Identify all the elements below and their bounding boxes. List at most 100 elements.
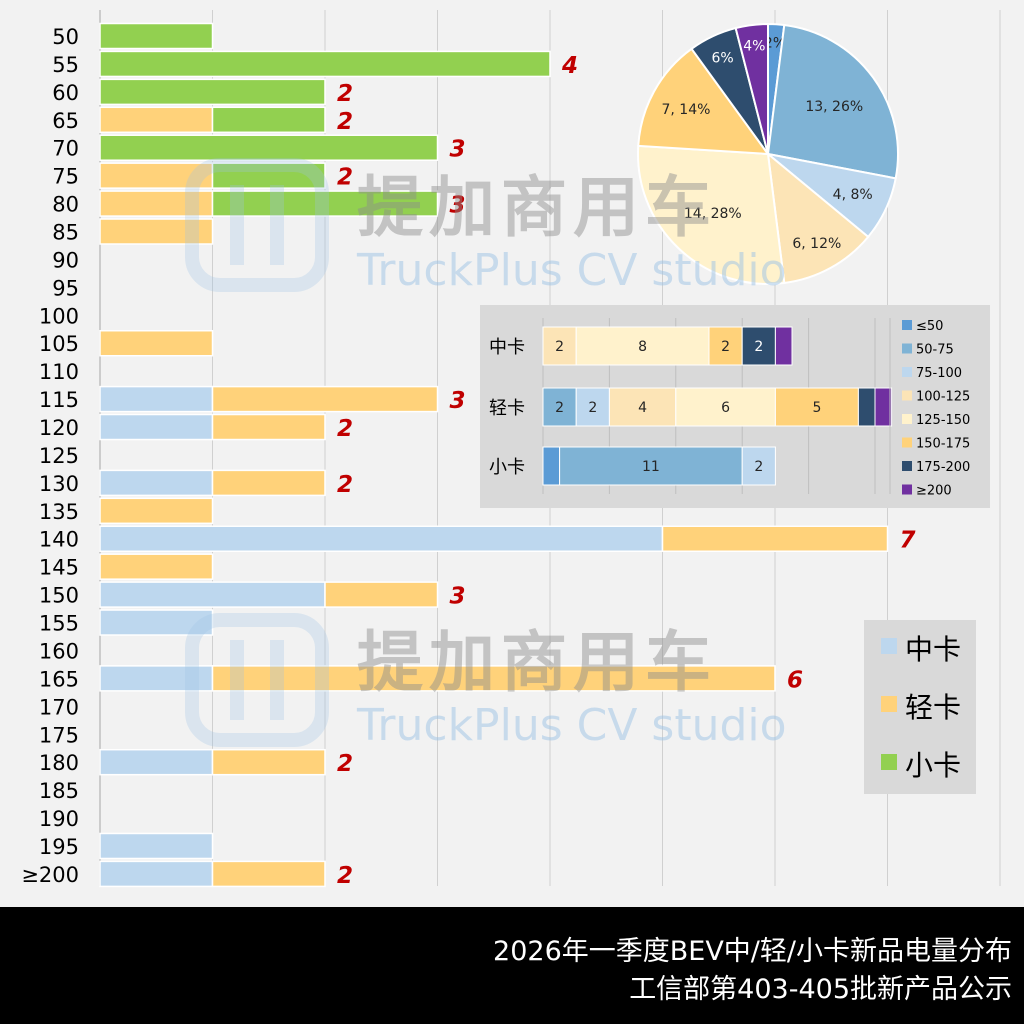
- main-chart-bars: [99, 22, 889, 888]
- bar-qingka: [99, 190, 214, 217]
- pie-data-label: 6%: [712, 51, 734, 67]
- category-label: 180: [39, 751, 79, 775]
- pie-slice: [637, 47, 771, 156]
- inset-legend-label: ≤50: [916, 319, 943, 334]
- inset-segment-label: 8: [638, 339, 647, 355]
- category-label: 120: [39, 416, 79, 440]
- category-label: 130: [39, 472, 79, 496]
- total-value-label: 2: [337, 109, 353, 135]
- inset-legend-swatch: [902, 343, 912, 354]
- category-label: 145: [39, 556, 79, 580]
- inset-legend-label: ≥200: [916, 484, 952, 499]
- total-value-label: 3: [450, 193, 466, 219]
- pie-data-label: 7, 14%: [662, 102, 711, 118]
- inset-segment: [575, 387, 610, 427]
- category-label: 60: [52, 81, 79, 105]
- pie-data-label: 4%: [743, 39, 765, 55]
- total-value-label: 2: [337, 81, 353, 107]
- category-label: 95: [52, 276, 79, 300]
- bar-xiaoka: [99, 78, 326, 106]
- total-value-label: 3: [450, 388, 466, 414]
- category-label: 70: [52, 137, 79, 161]
- total-value-label: 4: [561, 53, 578, 79]
- bar-xiaoka: [99, 22, 214, 50]
- bar-zhongka: [99, 748, 214, 776]
- inset-legend-swatch: [902, 461, 912, 471]
- pie-slice: [766, 23, 899, 180]
- bar-qingka: [99, 553, 214, 580]
- inset-segment-label: 2: [555, 400, 564, 416]
- pie-data-label: 6, 12%: [792, 236, 841, 252]
- pie-data-label: 4, 8%: [833, 187, 873, 203]
- category-label: 55: [52, 53, 79, 77]
- category-label: 195: [39, 835, 79, 859]
- inset-stacked-bar-chart: 中卡 2 8 2 2 轻卡 2 2 4 6 5 小卡 11 2 ≤50 50-75 75-100 100-125 1…: [480, 305, 990, 508]
- pie-slice: [637, 144, 786, 285]
- bar-xiaoka: [99, 134, 439, 161]
- inset-legend-swatch: [902, 367, 912, 377]
- inset-segment: [741, 326, 776, 366]
- bar-qingka: [99, 162, 214, 189]
- category-label: 100: [39, 304, 79, 328]
- inset-segment: [559, 446, 743, 486]
- category-label: 90: [52, 248, 79, 272]
- category-label: 155: [39, 612, 79, 636]
- category-label: 115: [39, 388, 79, 412]
- inset-segment: [874, 387, 893, 427]
- category-label: 170: [39, 695, 79, 719]
- category-label: 175: [39, 723, 79, 747]
- inset-legend-label: 75-100: [916, 366, 962, 381]
- category-label: 140: [39, 528, 79, 552]
- bar-qingka: [99, 106, 214, 134]
- bar-xiaoka: [99, 50, 551, 78]
- category-label: 75: [52, 165, 79, 189]
- bar-qingka: [211, 385, 439, 413]
- inset-segment-label: 2: [555, 339, 564, 355]
- total-value-label: 3: [450, 584, 466, 610]
- bar-zhongka: [99, 385, 214, 413]
- inset-segment: [741, 446, 776, 486]
- bar-qingka: [211, 860, 326, 888]
- inset-segment: [542, 387, 577, 427]
- category-label: 185: [39, 779, 79, 803]
- bar-qingka: [211, 748, 326, 776]
- inset-segment: [575, 326, 710, 366]
- bar-qingka: [211, 665, 776, 692]
- inset-legend-swatch: [902, 437, 912, 448]
- bar-qingka: [211, 469, 326, 497]
- inset-legend-swatch: [902, 414, 912, 424]
- bar-zhongka: [99, 525, 664, 552]
- pie-slice: [766, 151, 870, 285]
- inset-segment-label: 4: [638, 400, 647, 416]
- bar-zhongka: [99, 469, 214, 497]
- inset-legend-label: 50-75: [916, 343, 954, 358]
- inset-segment-label: 5: [812, 400, 821, 416]
- bar-qingka: [99, 329, 214, 357]
- category-label: 160: [39, 639, 79, 663]
- inset-segment: [774, 326, 793, 366]
- inset-segment-label: 6: [721, 400, 730, 416]
- bar-qingka: [661, 525, 889, 552]
- bar-qingka: [99, 218, 214, 245]
- inset-segment-label: 11: [642, 459, 660, 475]
- legend-label-xiaoka: 小卡: [905, 749, 961, 782]
- inset-legend-swatch: [902, 484, 912, 495]
- legend-swatch-zhongka: [881, 638, 897, 654]
- legend-swatch-xiaoka: [881, 754, 897, 770]
- inset-legend-swatch: [902, 390, 912, 401]
- inset-segment: [857, 387, 876, 427]
- legend-label-zhongka: 中卡: [905, 633, 961, 666]
- pie-chart: 2%13, 26%4, 8%6, 12%14, 28%7, 14%6%4%: [637, 22, 899, 285]
- bar-qingka: [324, 581, 439, 608]
- category-label: 135: [39, 500, 79, 524]
- inset-category-label: 轻卡: [489, 398, 525, 419]
- total-value-label: 2: [337, 472, 353, 498]
- total-value-label: 2: [337, 751, 353, 777]
- category-label: 80: [52, 193, 79, 217]
- inset-segment: [675, 387, 776, 427]
- bar-zhongka: [99, 860, 214, 888]
- inset-segment-label: 2: [754, 459, 763, 475]
- bar-zhongka: [99, 413, 214, 441]
- inset-segment-label: 2: [721, 339, 730, 355]
